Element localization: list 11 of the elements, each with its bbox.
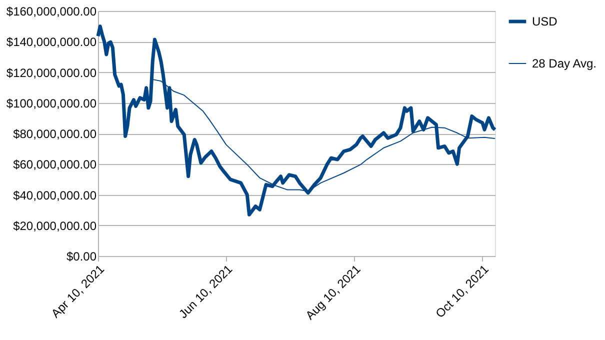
y-tick-label: $160,000,000.00 [6, 4, 97, 18]
y-tick-label: $0.00 [66, 250, 97, 264]
y-tick-label: $60,000,000.00 [13, 158, 97, 172]
y-tick-label: $20,000,000.00 [13, 218, 97, 233]
legend-label: USD [532, 14, 558, 28]
y-tick-label: $40,000,000.00 [13, 188, 97, 202]
y-tick-label: $140,000,000.00 [6, 35, 97, 50]
y-tick-label: $100,000,000.00 [6, 96, 97, 110]
legend-label: 28 Day Avg. [532, 56, 596, 70]
y-tick-label: $120,000,000.00 [6, 66, 97, 80]
y-tick-label: $80,000,000.00 [13, 127, 97, 141]
